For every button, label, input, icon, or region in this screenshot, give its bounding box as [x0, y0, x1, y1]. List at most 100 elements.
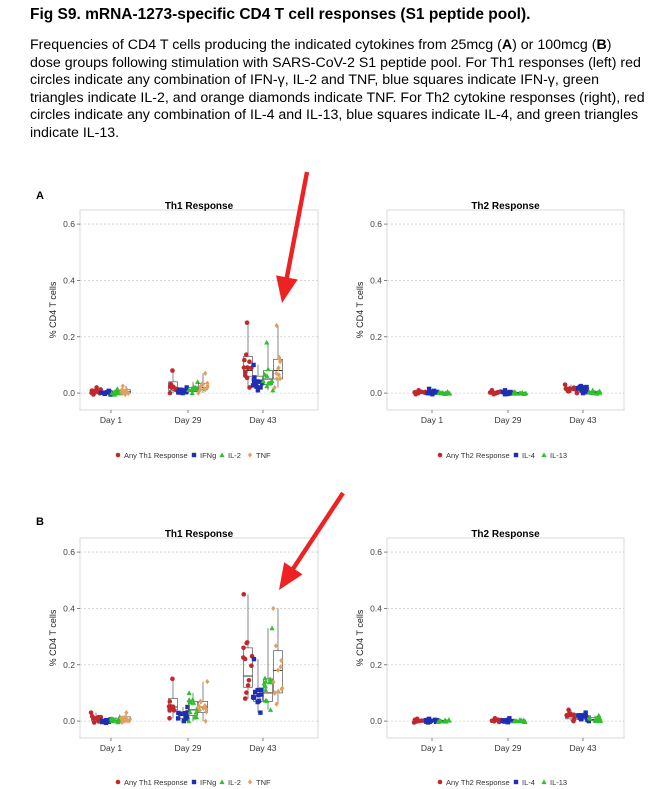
data-point	[579, 388, 584, 393]
data-point	[280, 685, 285, 691]
data-point	[184, 385, 189, 390]
box-any-th2-response-2	[487, 387, 503, 397]
data-point	[585, 717, 590, 722]
data-point	[186, 697, 192, 703]
legend-label: IL-4	[522, 778, 535, 787]
y-axis-label: % CD4 T cells	[48, 281, 58, 338]
x-tick-label: Day 29	[495, 743, 522, 753]
legend-label: IL-13	[550, 451, 567, 460]
data-point	[251, 380, 257, 385]
data-point	[243, 370, 248, 375]
data-point	[242, 656, 248, 662]
data-point	[500, 389, 506, 395]
data-point	[253, 689, 258, 695]
data-point	[109, 716, 115, 722]
data-point	[204, 706, 209, 712]
data-point	[94, 715, 100, 721]
data-point	[120, 387, 125, 393]
data-point	[442, 718, 448, 724]
figure-title: Fig S9. mRNA-1273-specific CD4 T cell re…	[30, 6, 531, 23]
data-point	[521, 718, 527, 724]
data-point	[244, 320, 250, 325]
data-point	[506, 717, 511, 723]
data-point	[263, 687, 269, 692]
legend-marker	[247, 452, 253, 458]
chart-title: Th2 Response	[471, 201, 540, 212]
figure-caption: Frequencies of CD4 T cells producing the…	[30, 37, 645, 141]
data-point	[171, 708, 177, 713]
data-point	[444, 390, 450, 396]
box-il-13-3	[586, 712, 604, 724]
data-point	[262, 675, 268, 681]
data-point	[96, 719, 102, 724]
data-point	[89, 713, 95, 719]
data-point	[250, 694, 256, 700]
arrow-shape	[276, 171, 310, 303]
data-point	[505, 391, 510, 397]
data-point	[193, 709, 199, 715]
data-point	[244, 375, 250, 381]
data-point	[419, 718, 424, 723]
data-point	[566, 388, 572, 394]
legend-marker	[191, 452, 197, 458]
data-point	[195, 379, 201, 384]
box-tnf-3	[272, 322, 283, 391]
data-point	[244, 640, 250, 645]
red-arrow-a	[276, 171, 310, 303]
data-point	[274, 376, 279, 382]
box-il-13-1	[435, 717, 452, 725]
data-point	[256, 698, 262, 703]
data-point	[178, 711, 183, 716]
x-tick-label: Day 1	[100, 415, 122, 425]
box-tnf-1	[119, 383, 131, 398]
data-point	[116, 716, 122, 722]
legend-label: IFNg	[200, 451, 216, 460]
data-point	[196, 703, 201, 709]
data-point	[127, 716, 133, 722]
data-point	[198, 699, 203, 705]
box-any-th1-response-2	[166, 676, 178, 721]
legend-label: IFNg	[200, 778, 216, 787]
legend-label: TNF	[256, 778, 271, 787]
chart-title: Th1 Response	[165, 529, 234, 540]
box-tnf-1	[118, 710, 133, 726]
panel-label: A	[36, 190, 44, 202]
legend-marker	[541, 779, 547, 785]
legend-label: Any Th2 Response	[446, 451, 510, 460]
data-point	[271, 679, 276, 685]
data-point	[170, 704, 176, 710]
y-tick-label: 0.2	[63, 660, 75, 670]
data-point	[192, 384, 198, 390]
data-point	[99, 390, 104, 395]
data-point	[578, 717, 584, 722]
data-point	[186, 718, 192, 724]
data-point	[440, 390, 446, 395]
data-point	[246, 677, 252, 683]
y-tick-label: 0.6	[63, 219, 75, 229]
data-point	[278, 664, 283, 670]
legend-marker	[219, 779, 225, 785]
data-point	[245, 365, 250, 370]
x-tick-label: Day 29	[175, 415, 202, 425]
data-point	[272, 384, 277, 391]
y-tick-label: 0.0	[63, 716, 75, 726]
data-point	[115, 388, 121, 393]
y-tick-label: 0.2	[370, 660, 382, 670]
data-point	[258, 710, 263, 715]
data-point	[258, 385, 263, 390]
x-tick-label: Day 1	[421, 743, 443, 753]
data-point	[255, 687, 260, 693]
data-point	[189, 390, 195, 396]
data-point	[258, 687, 264, 692]
data-point	[269, 625, 275, 631]
data-point	[203, 370, 208, 376]
y-tick-label: 0.4	[63, 603, 75, 613]
data-point	[267, 707, 274, 712]
y-tick-label: 0.4	[63, 275, 75, 285]
x-tick-label: Day 43	[250, 743, 277, 753]
box-il-13-1	[436, 389, 453, 397]
data-point	[170, 368, 175, 373]
data-point	[264, 698, 270, 703]
y-axis-label: % CD4 T cells	[355, 281, 365, 338]
y-tick-label: 0.0	[63, 388, 75, 398]
